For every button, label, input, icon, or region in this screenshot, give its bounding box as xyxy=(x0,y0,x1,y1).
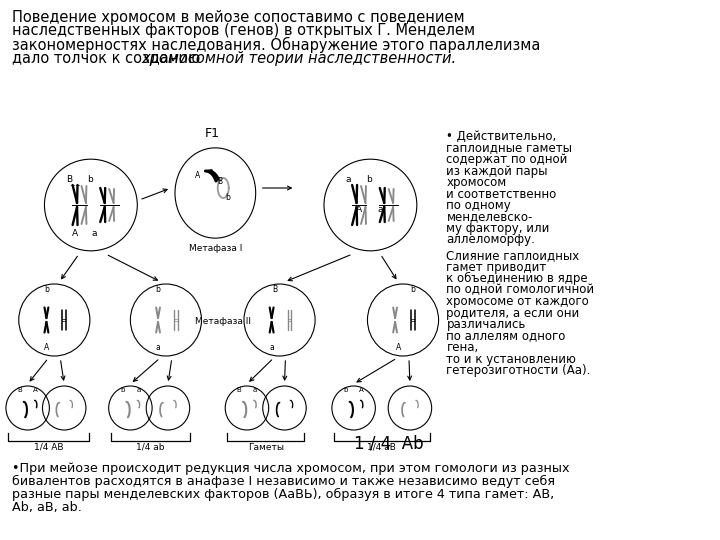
Text: родителя, а если они: родителя, а если они xyxy=(446,307,580,320)
Text: гаплоидные гаметы: гаплоидные гаметы xyxy=(446,141,572,154)
Text: 1 / 4  Ab: 1 / 4 Ab xyxy=(354,435,423,453)
Text: A: A xyxy=(33,387,38,393)
Text: аллеломорфу.: аллеломорфу. xyxy=(446,233,536,246)
Text: 1/4 АВ: 1/4 АВ xyxy=(34,443,63,452)
Text: то и к установлению: то и к установлению xyxy=(446,353,576,366)
Text: Гаметы: Гаметы xyxy=(248,443,284,452)
Text: B: B xyxy=(17,387,22,393)
Text: му фактору, или: му фактору, или xyxy=(446,222,550,235)
Text: хромосомной теории наследственности.: хромосомной теории наследственности. xyxy=(142,51,457,65)
Text: a: a xyxy=(208,166,213,176)
Text: B: B xyxy=(217,177,222,186)
Text: b: b xyxy=(366,176,372,185)
Text: B: B xyxy=(272,286,277,294)
Text: дало толчок к созданию: дало толчок к созданию xyxy=(12,51,204,65)
Text: A: A xyxy=(44,343,49,353)
Text: a: a xyxy=(156,343,161,353)
Text: b: b xyxy=(87,176,93,185)
Text: A: A xyxy=(195,171,200,179)
Text: различались: различались xyxy=(446,318,526,331)
Text: b: b xyxy=(156,286,161,294)
Text: a: a xyxy=(269,343,274,353)
Text: a: a xyxy=(346,176,351,185)
Text: b: b xyxy=(225,193,230,202)
Text: и соответственно: и соответственно xyxy=(446,187,557,200)
Text: из каждой пары: из каждой пары xyxy=(446,165,548,178)
Text: A: A xyxy=(395,343,401,353)
Text: по аллелям одного: по аллелям одного xyxy=(446,329,566,342)
Text: Метафаза II: Метафаза II xyxy=(194,318,251,327)
Text: • Действительно,: • Действительно, xyxy=(446,130,557,143)
Text: •При мейозе происходит редукция числа хромосом, при этом гомологи из разных: •При мейозе происходит редукция числа хр… xyxy=(12,462,570,475)
Text: 1/4 аВ: 1/4 аВ xyxy=(367,443,396,452)
Text: хромосом: хромосом xyxy=(446,176,507,189)
Text: наследственных факторов (генов) в открытых Г. Менделем: наследственных факторов (генов) в открыт… xyxy=(12,24,475,38)
Text: к объединению в ядре: к объединению в ядре xyxy=(446,272,588,285)
Text: гетерозиготности (Аа).: гетерозиготности (Аа). xyxy=(446,364,591,377)
Text: бивалентов расходятся в анафазе I независимо и также независимо ведут себя: бивалентов расходятся в анафазе I незави… xyxy=(12,475,555,488)
Text: b: b xyxy=(44,286,49,294)
Text: a: a xyxy=(136,387,140,393)
Text: b: b xyxy=(410,286,415,294)
Text: Метафаза I: Метафаза I xyxy=(189,244,242,253)
Text: менделевско-: менделевско- xyxy=(446,211,533,224)
Text: a: a xyxy=(91,228,96,238)
Text: a: a xyxy=(377,206,383,214)
Text: B: B xyxy=(66,176,72,185)
Text: A: A xyxy=(72,228,78,238)
Text: гена,: гена, xyxy=(446,341,479,354)
Text: по одному: по одному xyxy=(446,199,511,212)
Text: F1: F1 xyxy=(205,127,220,140)
Text: Ab, аВ, ab.: Ab, аВ, ab. xyxy=(12,501,82,514)
Text: разные пары менделевских факторов (АаВЬ), образуя в итоге 4 типа гамет: АВ,: разные пары менделевских факторов (АаВЬ)… xyxy=(12,488,554,501)
Text: по одной гомологичной: по одной гомологичной xyxy=(446,284,595,296)
Text: B: B xyxy=(237,387,241,393)
Text: b: b xyxy=(120,387,125,393)
Text: гамет приводит: гамет приводит xyxy=(446,260,546,273)
Text: A: A xyxy=(359,387,364,393)
Text: хромосоме от каждого: хромосоме от каждого xyxy=(446,295,589,308)
Text: Поведение хромосом в мейозе сопоставимо с поведением: Поведение хромосом в мейозе сопоставимо … xyxy=(12,10,464,25)
Text: Слияние гаплоидных: Слияние гаплоидных xyxy=(446,249,580,262)
Text: 1/4 аb: 1/4 аb xyxy=(136,443,164,452)
Text: A: A xyxy=(356,206,361,214)
Text: a: a xyxy=(253,387,257,393)
Text: закономерностях наследования. Обнаружение этого параллелизма: закономерностях наследования. Обнаружени… xyxy=(12,37,540,53)
Text: содержат по одной: содержат по одной xyxy=(446,153,568,166)
Text: b: b xyxy=(343,387,348,393)
